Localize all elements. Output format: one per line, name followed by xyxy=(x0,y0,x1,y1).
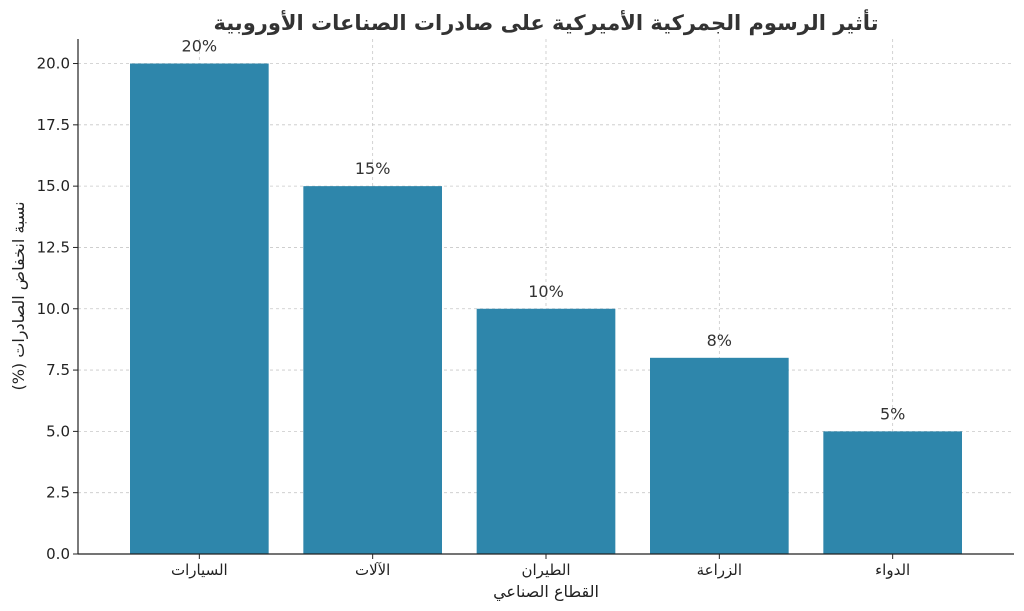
chart-title: تأثير الرسوم الجمركية الأميركية على صادر… xyxy=(214,8,879,35)
bars xyxy=(130,63,962,555)
x-axis-title: القطاع الصناعي xyxy=(493,582,599,602)
y-tick-label: 15.0 xyxy=(37,177,70,195)
y-axis-title: نسبة انخفاض الصادرات (%) xyxy=(9,201,29,390)
bar-value-label: 8% xyxy=(707,331,732,350)
bar-value-label: 15% xyxy=(355,159,391,178)
bar-value-label: 20% xyxy=(182,37,218,56)
y-tick-label: 20.0 xyxy=(37,55,70,73)
bar xyxy=(823,431,962,554)
data-labels: 20% 15% 10% 8% 5% xyxy=(182,37,906,424)
bar xyxy=(476,308,616,554)
x-ticks: السيارات الآلات الطيران الزراعة الدواء xyxy=(171,554,910,579)
bar xyxy=(130,63,269,555)
y-ticks: 0.0 2.5 5.0 7.5 10.0 12.5 15.0 17.5 20.0 xyxy=(37,55,78,563)
bar-value-label: 10% xyxy=(528,282,564,301)
x-tick-label: الزراعة xyxy=(697,561,742,579)
bar xyxy=(303,186,442,554)
y-tick-label: 7.5 xyxy=(46,361,70,379)
y-tick-label: 0.0 xyxy=(46,545,70,563)
x-tick-label: السيارات xyxy=(171,561,228,579)
y-tick-label: 12.5 xyxy=(37,238,70,256)
bar xyxy=(650,357,789,554)
y-tick-label: 10.0 xyxy=(37,300,70,318)
x-tick-label: الدواء xyxy=(875,561,910,579)
y-tick-label: 2.5 xyxy=(46,484,70,502)
y-tick-label: 17.5 xyxy=(37,116,70,134)
x-tick-label: الآلات xyxy=(355,561,390,579)
x-tick-label: الطيران xyxy=(521,561,570,579)
bar-value-label: 5% xyxy=(880,404,905,423)
y-tick-label: 5.0 xyxy=(46,422,70,440)
